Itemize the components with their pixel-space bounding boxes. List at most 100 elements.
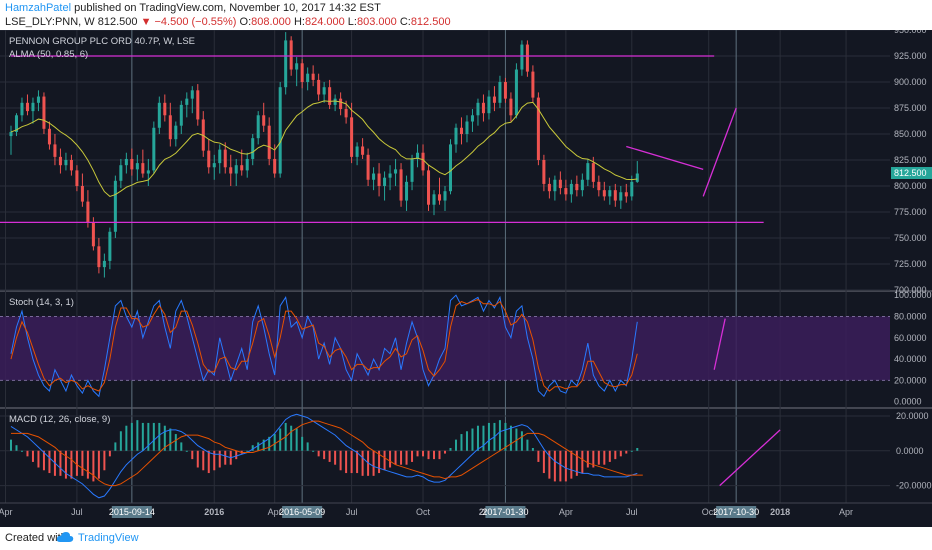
candle-body	[635, 173, 639, 182]
candle-body	[591, 163, 595, 182]
candle-body	[174, 125, 178, 140]
candle-body	[163, 102, 167, 116]
candle-body	[168, 115, 172, 140]
chart-area[interactable]: 950.000 925.000 900.000 875.000 850.000 825.0…	[0, 30, 932, 527]
x-tick-label: Oct	[416, 507, 431, 517]
stoch-tick-label: 80.0000	[894, 311, 927, 321]
candle-body	[509, 98, 513, 116]
macd-histogram-bar	[515, 428, 518, 451]
macd-histogram-bar	[575, 450, 578, 476]
candle-body	[459, 127, 463, 134]
macd-histogram-bar	[273, 434, 276, 451]
candle-body	[465, 121, 469, 134]
publish-line: HamzahPatel published on TradingView.com…	[5, 2, 381, 14]
x-tick-label: 2018	[770, 507, 790, 517]
macd-histogram-bar	[141, 422, 144, 451]
x-tick-label: 2016-05-09	[279, 507, 325, 517]
macd-histogram-bar	[383, 450, 386, 471]
candle-body	[372, 173, 376, 180]
macd-histogram-bar	[114, 442, 117, 451]
price-tick-label: 700.000	[894, 285, 927, 295]
candle-body	[86, 201, 90, 223]
candle-body	[487, 96, 491, 114]
price-tick-label: 725.000	[894, 259, 927, 269]
candle-body	[328, 87, 332, 105]
macd-histogram-bar	[520, 431, 523, 451]
candle-body	[339, 98, 343, 110]
x-tick-label: Jul	[626, 507, 638, 517]
candle-body	[432, 194, 436, 205]
close-label: C:	[399, 16, 411, 28]
highlighted-date-tag	[485, 506, 526, 518]
macd-histogram-bar	[361, 450, 364, 476]
candle-body	[366, 154, 370, 180]
macd-histogram-bar	[218, 450, 221, 468]
x-tick-label: Apr	[0, 507, 13, 517]
candle-body	[185, 98, 189, 105]
macd-histogram-bar	[356, 450, 359, 474]
candle-body	[575, 183, 579, 191]
macd-histogram-bar	[416, 450, 419, 457]
candle-body	[443, 191, 447, 201]
macd-histogram-bar	[614, 450, 617, 460]
candle-body	[36, 96, 40, 103]
macd-histogram-bar	[498, 420, 501, 451]
candle-body	[421, 152, 425, 171]
candle-body	[454, 127, 458, 145]
candle-body	[25, 102, 29, 112]
candle-body	[196, 90, 200, 120]
macd-histogram-bar	[235, 450, 238, 460]
macd-histogram-bar	[476, 425, 479, 451]
macd-histogram-bar	[180, 442, 183, 451]
macd-histogram-bar	[279, 428, 282, 451]
candle-body	[531, 71, 535, 98]
candle-body	[218, 149, 222, 164]
candle-body	[152, 127, 156, 171]
macd-histogram-bar	[70, 450, 73, 479]
high-value: 824.000	[304, 16, 345, 28]
candle-body	[108, 231, 112, 261]
macd-histogram-bar	[317, 450, 320, 457]
macd-histogram-bar	[48, 450, 51, 474]
macd-histogram-bar	[125, 425, 128, 451]
candle-body	[410, 158, 414, 182]
macd-histogram-bar	[581, 450, 584, 474]
candle-body	[91, 222, 95, 247]
candle-body	[14, 115, 18, 132]
candle-body	[135, 163, 139, 170]
chart-svg[interactable]: 950.000 925.000 900.000 875.000 850.000 825.0…	[0, 30, 932, 527]
open-value: 808.000	[251, 16, 291, 28]
macd-histogram-bar	[548, 450, 551, 479]
macd-histogram-bar	[553, 450, 556, 482]
stoch-tick-label: 40.0000	[894, 354, 927, 364]
macd-histogram-bar	[158, 422, 161, 451]
x-tick-label: Apr	[268, 507, 282, 517]
macd-histogram-bar	[427, 450, 430, 460]
macd-histogram-bar	[487, 422, 490, 451]
macd-histogram-bar	[185, 450, 188, 452]
macd-title: MACD (12, 26, close, 9)	[9, 414, 110, 425]
macd-histogram-bar	[389, 450, 392, 468]
candle-body	[569, 183, 573, 195]
macd-histogram-bar	[482, 425, 485, 451]
macd-histogram-bar	[471, 428, 474, 451]
candle-body	[602, 190, 606, 197]
macd-histogram-bar	[64, 450, 67, 479]
candle-body	[514, 69, 518, 116]
low-label: L:	[347, 16, 357, 28]
tradingview-brand-link[interactable]: TradingView	[78, 532, 139, 544]
candle-body	[234, 165, 238, 174]
candle-body	[388, 173, 392, 178]
author-link[interactable]: HamzahPatel	[5, 2, 72, 14]
macd-histogram-bar	[119, 431, 122, 451]
macd-histogram-bar	[213, 450, 216, 471]
macd-histogram-bar	[350, 450, 353, 474]
macd-histogram-bar	[26, 450, 29, 457]
macd-histogram-bar	[152, 422, 155, 451]
candle-body	[377, 173, 381, 186]
macd-histogram-bar	[31, 450, 34, 462]
candle-body	[190, 90, 194, 99]
candle-body	[317, 79, 321, 95]
macd-projection-line	[719, 429, 781, 487]
macd-histogram-bar	[625, 450, 628, 454]
